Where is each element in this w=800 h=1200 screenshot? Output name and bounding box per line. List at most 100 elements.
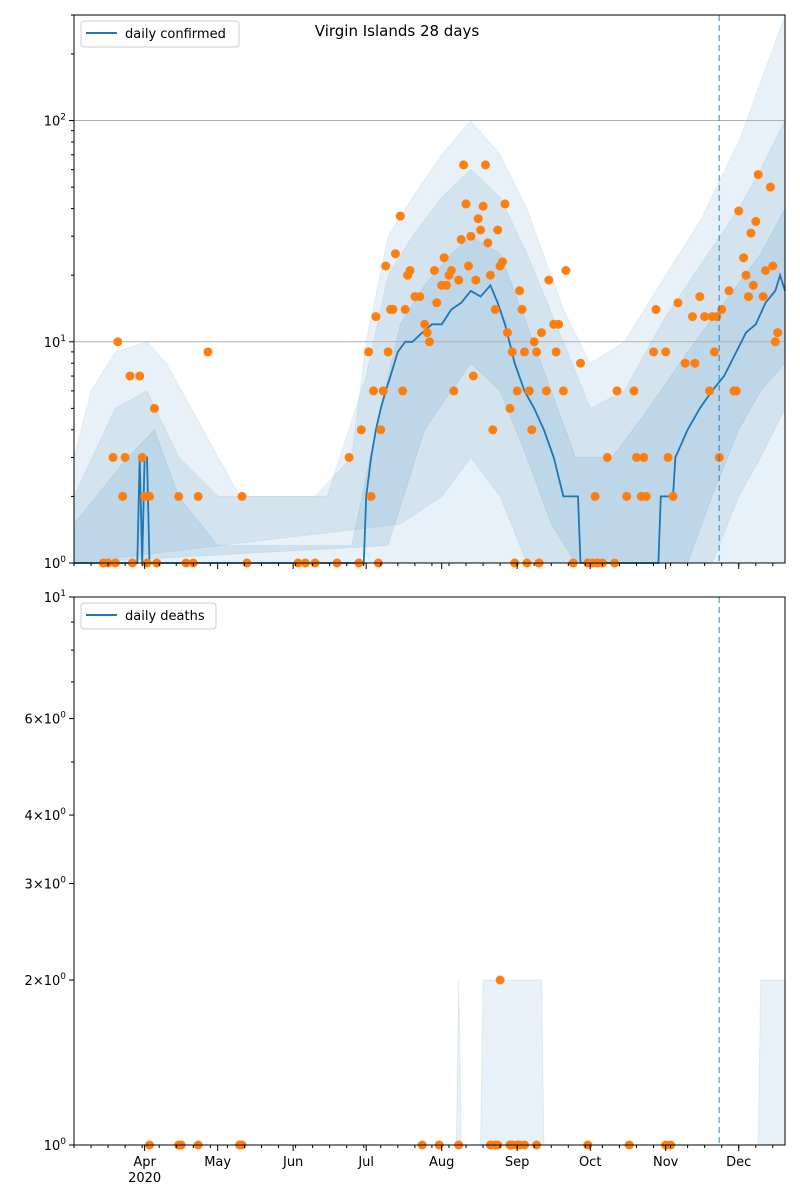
data-point [709, 347, 719, 357]
data-point [748, 280, 758, 290]
data-point [420, 319, 430, 329]
x-tick-label: Apr [133, 1155, 156, 1170]
data-point [488, 425, 498, 435]
data-point [383, 347, 393, 357]
data-point [459, 160, 469, 170]
deaths-legend: daily deaths [80, 602, 217, 630]
data-point [680, 358, 690, 368]
data-point [125, 371, 135, 381]
legend-label-deaths: daily deaths [125, 609, 205, 624]
confirmed-axes-frame [73, 14, 786, 564]
chart-title: Virgin Islands 28 days [315, 22, 480, 40]
x-tick-label: Jul [357, 1155, 374, 1170]
data-point [113, 337, 123, 347]
data-point [746, 228, 756, 238]
data-point [765, 182, 775, 192]
confirmed-legend: daily confirmed [80, 20, 240, 48]
data-point [369, 386, 378, 396]
data-point [449, 386, 459, 396]
y-tick-label-deaths: 101 [44, 589, 66, 606]
data-point [741, 270, 751, 280]
data-point [690, 358, 700, 368]
data-point [602, 452, 612, 462]
data-point [688, 312, 697, 322]
data-point [193, 491, 203, 501]
data-point [476, 225, 486, 235]
data-point [108, 452, 118, 462]
data-point [490, 304, 500, 314]
data-point [576, 358, 585, 368]
data-point [661, 347, 671, 357]
data-point [388, 304, 398, 314]
confirmed-points [98, 160, 783, 568]
data-point [145, 491, 154, 501]
data-point [381, 261, 391, 271]
data-point [405, 266, 415, 275]
legend-box-deaths [80, 602, 217, 630]
data-point [118, 491, 128, 501]
y-tick-label-deaths: 6×100 [25, 711, 67, 728]
data-point [517, 304, 527, 314]
data-point [612, 386, 622, 396]
data-point [461, 199, 471, 209]
data-point [398, 386, 408, 396]
data-point [468, 371, 478, 381]
data-point [507, 347, 517, 357]
data-point [400, 304, 410, 314]
deaths-y-ticks: 100 2×100 3×100 4×100 6×100 101 [25, 589, 74, 1154]
data-point [432, 298, 442, 308]
data-point [705, 386, 714, 396]
data-point [768, 261, 778, 271]
y-tick-label-deaths: 3×100 [25, 876, 67, 893]
data-point [524, 386, 534, 396]
data-point [378, 386, 388, 396]
data-point [731, 386, 741, 396]
data-point [493, 225, 503, 235]
confirmed-panel: 100 101 102 Virgin Islands 28 days daily c… [44, 14, 786, 572]
y-tick-label: 102 [44, 113, 66, 130]
data-point [454, 275, 464, 285]
data-point [371, 312, 381, 322]
confirmed-y-ticks: 100 101 102 [44, 14, 74, 572]
deaths-x-ticks: Apr May Jun Jul Aug Sep Oct Nov Dec 2020 [73, 1145, 774, 1186]
data-point [485, 270, 495, 280]
data-point [512, 386, 522, 396]
data-point [641, 491, 651, 501]
data-point [498, 257, 507, 267]
x-year-label: 2020 [128, 1171, 161, 1186]
data-point [541, 386, 551, 396]
data-point [515, 286, 525, 296]
x-tick-label: Jun [282, 1155, 303, 1170]
data-point [422, 328, 432, 338]
deaths-axes-frame [73, 596, 786, 1146]
confirmed-x-ticks [73, 563, 774, 569]
legend-label-confirmed: daily confirmed [125, 27, 226, 42]
data-point [500, 199, 510, 209]
x-tick-label: Dec [726, 1155, 751, 1170]
data-point [649, 347, 658, 357]
data-point [237, 491, 247, 501]
data-point [466, 231, 476, 241]
data-point [537, 328, 546, 338]
data-point [464, 261, 473, 271]
data-point [446, 266, 456, 275]
y-tick-label: 100 [44, 555, 67, 572]
data-point [429, 266, 439, 275]
deaths-bands [74, 979, 786, 1146]
data-point [751, 216, 761, 226]
data-point [668, 491, 678, 501]
data-point [137, 452, 147, 462]
data-point [724, 286, 734, 296]
data-point [532, 347, 542, 357]
data-point [761, 266, 770, 275]
data-point [758, 292, 768, 302]
data-point [651, 304, 661, 314]
confirmed-bands [73, 14, 786, 564]
data-point [481, 160, 490, 170]
data-point [590, 491, 600, 501]
data-point [753, 170, 763, 180]
legend-box [80, 20, 240, 48]
